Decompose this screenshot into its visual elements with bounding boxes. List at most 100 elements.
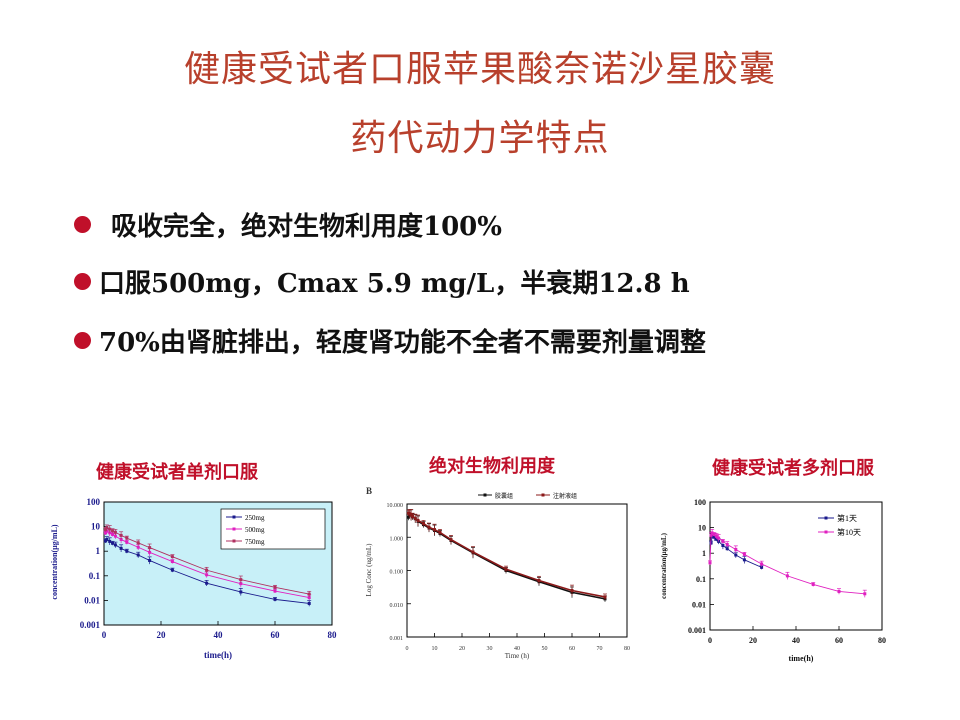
data-point — [742, 552, 746, 556]
bullet-cmax: 口服500mg，Cmax 5.9 mg/L，半衰期12.8 h — [74, 263, 690, 299]
data-point — [307, 592, 311, 596]
x-tick-label: 10 — [432, 646, 438, 652]
data-point — [709, 533, 713, 537]
panel-label: B — [366, 486, 372, 496]
data-point — [103, 528, 107, 532]
data-point — [108, 527, 112, 531]
data-point — [119, 537, 123, 541]
x-tick-label: 60 — [835, 636, 843, 645]
data-point — [148, 550, 152, 554]
legend-marker — [824, 530, 828, 534]
data-point — [307, 601, 311, 605]
x-tick-label: 0 — [406, 646, 409, 652]
data-point — [537, 579, 541, 583]
data-point — [708, 561, 712, 565]
data-point — [712, 532, 716, 536]
data-point — [721, 539, 725, 543]
data-point — [712, 535, 716, 539]
y-axis-label: concentration(μg/mL) — [660, 532, 668, 598]
data-point — [273, 597, 277, 601]
data-point — [205, 568, 209, 572]
legend-marker — [483, 493, 487, 497]
data-point — [136, 553, 140, 557]
y-tick-label: 0.01 — [84, 595, 100, 605]
x-tick-label: 70 — [597, 646, 603, 652]
data-point — [570, 589, 574, 593]
data-point — [119, 546, 123, 550]
data-point — [103, 539, 107, 543]
data-point — [273, 589, 277, 593]
data-point — [837, 589, 841, 593]
data-point — [734, 553, 738, 557]
y-tick-label: 1.000 — [390, 536, 404, 542]
x-tick-label: 0 — [708, 636, 712, 645]
data-point — [742, 558, 746, 562]
data-point — [427, 525, 431, 529]
x-tick-label: 60 — [569, 646, 575, 652]
data-point — [105, 526, 109, 530]
data-point — [111, 529, 115, 533]
x-tick-label: 80 — [328, 630, 338, 640]
data-point — [239, 590, 243, 594]
x-tick-label: 20 — [749, 636, 757, 645]
data-point — [504, 567, 508, 571]
y-tick-label: 0.001 — [688, 626, 706, 635]
data-point — [411, 514, 414, 518]
data-point — [125, 549, 129, 553]
legend-label: 注射液组 — [553, 492, 577, 500]
y-tick-label: 0.1 — [89, 571, 101, 581]
legend-label: 第1天 — [837, 513, 857, 523]
data-point — [449, 538, 453, 542]
data-point — [205, 581, 209, 585]
data-point — [603, 595, 607, 599]
data-point — [863, 592, 867, 596]
data-point — [119, 533, 123, 537]
y-tick-label: 10.000 — [387, 503, 404, 509]
y-tick-label: 10 — [91, 522, 101, 532]
y-tick-label: 0.1 — [696, 575, 706, 584]
data-point — [471, 550, 475, 554]
data-point — [105, 537, 109, 541]
legend-marker — [232, 515, 236, 519]
data-point — [811, 582, 815, 586]
chart-caption-bioavail: 绝对生物利用度 — [429, 456, 555, 477]
x-tick-label: 0 — [102, 630, 107, 640]
slide-title-line2: 药代动力学特点 — [350, 118, 610, 159]
data-point — [205, 573, 209, 577]
data-point — [433, 528, 436, 532]
data-point — [714, 537, 718, 541]
x-tick-label: 20 — [157, 630, 167, 640]
slide-title-line1: 健康受试者口服苹果酸奈诺沙星胶囊 — [183, 49, 776, 90]
plot-area — [709, 501, 883, 631]
data-point — [710, 531, 714, 535]
y-tick-label: 0.010 — [390, 603, 404, 609]
legend-label: 250mg — [245, 514, 265, 522]
data-point — [148, 546, 152, 550]
x-tick-label: 60 — [271, 630, 281, 640]
data-point — [239, 578, 243, 582]
y-axis-label: Log Conc (ug/mL) — [365, 543, 373, 597]
bullet-renal: 70%由肾脏排出，轻度肾功能不全者不需要剂量调整 — [74, 322, 706, 358]
x-tick-label: 80 — [878, 636, 886, 645]
data-point — [111, 541, 115, 545]
data-point — [113, 534, 117, 538]
y-tick-label: 0.100 — [390, 570, 404, 576]
data-point — [413, 516, 417, 520]
data-point — [170, 568, 174, 572]
legend-marker — [232, 527, 236, 531]
data-point — [105, 529, 109, 533]
legend-label: 第10天 — [837, 527, 861, 537]
y-tick-label: 1 — [702, 549, 706, 558]
chart-caption-single: 健康受试者单剂口服 — [96, 462, 258, 483]
y-tick-label: 100 — [694, 498, 706, 507]
data-point — [714, 534, 718, 538]
x-tick-label: 30 — [487, 646, 493, 652]
y-tick-label: 0.001 — [390, 636, 404, 642]
data-point — [416, 518, 420, 522]
bullet-text: 吸收完全，绝对生物利用度100% — [111, 211, 502, 242]
data-point — [734, 547, 738, 551]
data-point — [273, 585, 277, 589]
